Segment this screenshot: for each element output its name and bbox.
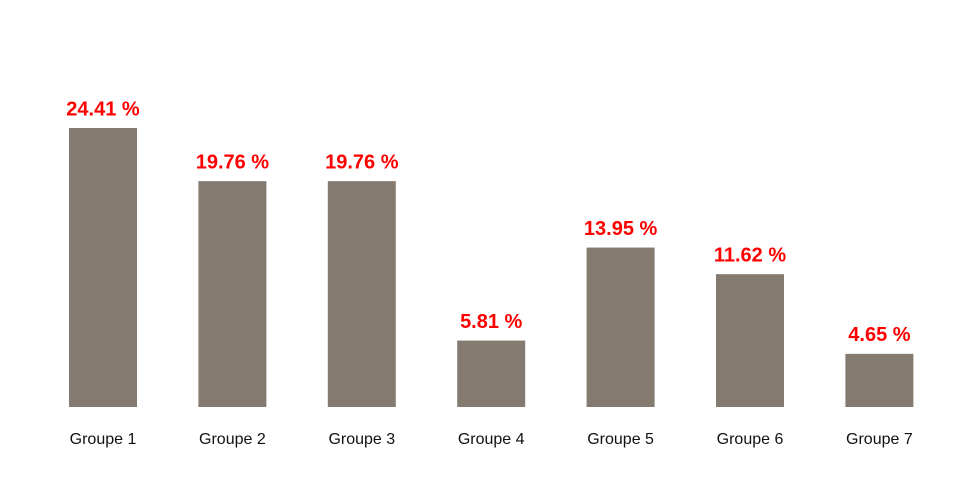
x-tick-label: Groupe 2 (199, 431, 266, 448)
data-label: 5.81 % (460, 311, 522, 333)
x-tick-label: Groupe 1 (70, 431, 137, 448)
data-label: 13.95 % (584, 218, 658, 240)
data-label: 19.76 % (196, 151, 270, 173)
bar (586, 247, 655, 407)
data-label: 19.76 % (325, 151, 399, 173)
bar (69, 127, 137, 407)
data-label: 11.62 % (714, 244, 787, 266)
bar (198, 181, 267, 407)
bar (845, 353, 914, 407)
x-tick-label: Groupe 4 (458, 431, 525, 448)
x-tick-label: Groupe 5 (587, 431, 654, 448)
bar (327, 181, 396, 407)
x-tick-label: Groupe 7 (846, 431, 913, 448)
data-label: 24.41 % (66, 98, 140, 120)
data-label: 4.65 % (848, 324, 910, 346)
bar (457, 340, 526, 407)
bar (716, 274, 784, 407)
x-tick-label: Groupe 6 (717, 431, 784, 448)
x-tick-label: Groupe 3 (328, 431, 395, 448)
